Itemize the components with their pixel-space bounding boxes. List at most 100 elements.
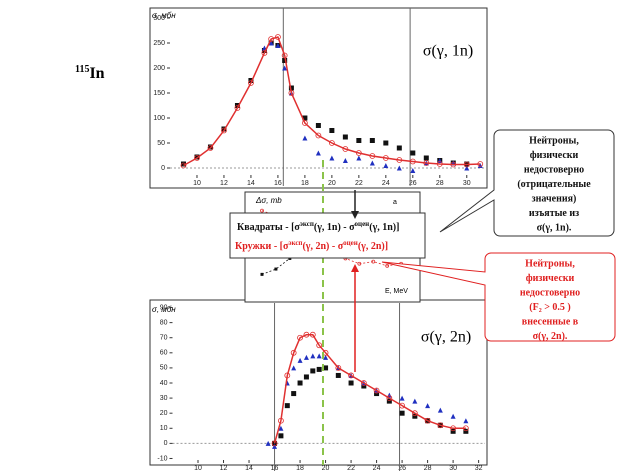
triangle-marker: [450, 413, 456, 419]
triangle-marker: [464, 165, 470, 171]
triangle-marker: [396, 165, 402, 171]
legend-text: Квадраты - [σ: [237, 222, 300, 233]
circle-marker: [369, 153, 376, 159]
square-marker: [323, 365, 329, 371]
callout-line: (отрицательные: [517, 179, 591, 190]
square-marker: [348, 380, 354, 386]
circle-marker: [309, 331, 316, 338]
callout-line: физически: [526, 273, 575, 284]
x-tick-label: 30: [463, 180, 471, 187]
triangle-marker: [275, 43, 281, 48]
circle-marker: [194, 155, 200, 161]
y-tick-label: 150: [153, 90, 165, 97]
circle-marker: [261, 50, 268, 56]
square-marker: [315, 123, 321, 128]
square-marker: [310, 368, 316, 374]
y-axis-label: σ, мбн: [152, 11, 176, 20]
x-tick-label: 14: [247, 180, 255, 187]
triangle-marker: [410, 168, 416, 173]
callout-frame: [439, 129, 615, 237]
triangle-marker: [342, 158, 348, 163]
triangle-marker: [315, 150, 321, 156]
circle-marker: [290, 349, 297, 356]
circle-marker: [437, 422, 444, 429]
circle-marker: [284, 372, 291, 379]
square-marker: [302, 115, 308, 121]
square-marker: [194, 154, 200, 160]
x-tick-label: 12: [220, 465, 228, 472]
superscript: оцен: [343, 239, 358, 247]
x-tick-label: 22: [355, 180, 363, 187]
square-marker: [303, 374, 309, 380]
circle-marker: [271, 440, 278, 447]
circle-marker: [278, 417, 284, 424]
circle-marker: [373, 387, 380, 394]
circle-marker: [424, 417, 431, 424]
circle-marker: [462, 425, 469, 432]
square-marker: [410, 150, 416, 156]
y-tick-label: 0: [164, 440, 168, 447]
x-tick-label: 20: [322, 465, 330, 472]
square-marker: [221, 126, 227, 132]
triangle-marker: [310, 353, 316, 359]
triangle-marker: [399, 395, 405, 401]
series-line: [183, 36, 481, 167]
legend-squares: Квадраты - [σэксп(γ, 1n) - σоцен(γ, 1n)]: [237, 220, 399, 233]
triangle-marker: [412, 398, 418, 404]
arrow-head: [351, 211, 359, 219]
callout-line: Нейтроны,: [525, 258, 575, 269]
square-marker: [463, 428, 469, 434]
circle-marker: [423, 160, 430, 166]
y-tick-label: 70: [160, 335, 168, 342]
square-marker: [329, 128, 335, 133]
y-tick-label: -10: [157, 455, 167, 462]
square-marker: [274, 267, 278, 271]
triangle-marker: [323, 354, 329, 360]
square-marker: [396, 145, 402, 151]
square-marker: [291, 391, 297, 397]
legend-box: [229, 212, 426, 259]
x-tick-label: 32: [475, 465, 483, 472]
triangle-marker: [329, 155, 335, 161]
annotation: σ(γ, 1n): [423, 43, 473, 60]
square-marker: [342, 134, 348, 140]
square-marker: [316, 366, 322, 372]
callout-line: физически: [530, 150, 579, 161]
x-tick-label: 12: [220, 180, 228, 187]
x-tick-label: 24: [373, 465, 381, 472]
square-marker: [383, 140, 389, 146]
circle-marker: [315, 132, 322, 139]
x-tick-label: 26: [409, 180, 417, 187]
circle-marker: [348, 372, 354, 379]
element: In: [89, 65, 104, 82]
callout-line: σ(γ, 1n).: [537, 222, 572, 233]
triangle-marker: [463, 418, 469, 424]
triangle-marker: [477, 163, 483, 168]
circle-marker: [436, 161, 443, 167]
triangle-marker: [268, 40, 274, 46]
square-marker: [282, 58, 288, 63]
square-marker: [361, 383, 367, 389]
square-marker: [412, 413, 418, 419]
nuclide: 115In: [75, 64, 105, 82]
y-tick-label: 250: [153, 40, 165, 47]
square-marker: [386, 398, 392, 404]
x-tick-label: 18: [301, 180, 309, 187]
triangle-marker: [303, 354, 309, 360]
circle-marker: [409, 158, 416, 165]
circle-marker: [371, 259, 376, 264]
legend-circles: Кружки - [σэксп(γ, 2n) - σоцен(γ, 2n)]: [235, 239, 388, 252]
x-tick-label: 14: [245, 465, 253, 472]
circle-marker: [355, 150, 362, 156]
circle-marker: [382, 155, 389, 161]
circle-marker: [303, 331, 310, 338]
x-tick-label: 26: [398, 465, 406, 472]
legend-text: (γ, 2n) - σ: [302, 241, 343, 252]
circle-marker: [477, 161, 484, 167]
circle-marker: [342, 146, 349, 152]
circle-marker: [357, 261, 362, 266]
circle-marker: [360, 380, 367, 386]
circle-marker: [386, 395, 393, 401]
